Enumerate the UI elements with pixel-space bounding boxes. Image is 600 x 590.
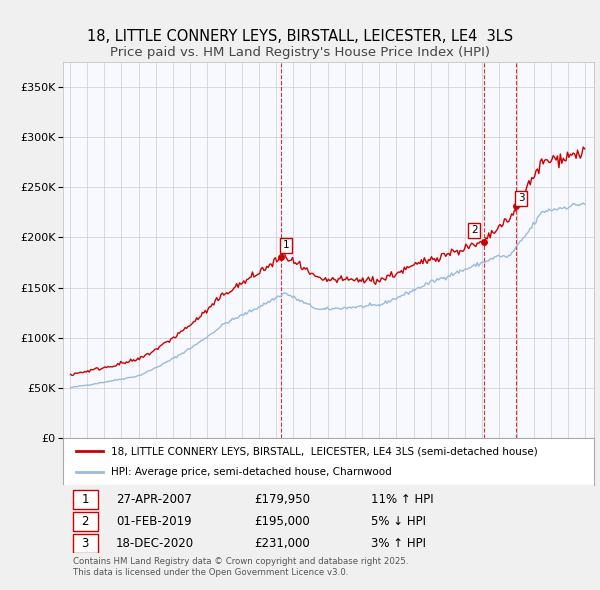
FancyBboxPatch shape — [73, 534, 98, 553]
Text: 27-APR-2007: 27-APR-2007 — [116, 493, 192, 506]
Text: 18-DEC-2020: 18-DEC-2020 — [116, 537, 194, 550]
Text: 11% ↑ HPI: 11% ↑ HPI — [371, 493, 434, 506]
FancyBboxPatch shape — [73, 490, 98, 509]
Text: 3% ↑ HPI: 3% ↑ HPI — [371, 537, 426, 550]
Text: 3: 3 — [82, 537, 89, 550]
Text: 2: 2 — [471, 225, 478, 235]
Text: 1: 1 — [82, 493, 89, 506]
Text: 3: 3 — [518, 194, 524, 204]
Text: 18, LITTLE CONNERY LEYS, BIRSTALL, LEICESTER, LE4  3LS: 18, LITTLE CONNERY LEYS, BIRSTALL, LEICE… — [87, 30, 513, 44]
Text: £231,000: £231,000 — [254, 537, 310, 550]
Text: 18, LITTLE CONNERY LEYS, BIRSTALL,  LEICESTER, LE4 3LS (semi-detached house): 18, LITTLE CONNERY LEYS, BIRSTALL, LEICE… — [111, 446, 538, 456]
Text: 1: 1 — [283, 241, 290, 251]
Text: Contains HM Land Registry data © Crown copyright and database right 2025.
This d: Contains HM Land Registry data © Crown c… — [73, 558, 408, 577]
FancyBboxPatch shape — [73, 512, 98, 531]
Text: HPI: Average price, semi-detached house, Charnwood: HPI: Average price, semi-detached house,… — [111, 467, 392, 477]
Text: 2: 2 — [82, 515, 89, 528]
Text: Price paid vs. HM Land Registry's House Price Index (HPI): Price paid vs. HM Land Registry's House … — [110, 46, 490, 59]
Text: 01-FEB-2019: 01-FEB-2019 — [116, 515, 192, 528]
Text: £195,000: £195,000 — [254, 515, 310, 528]
Text: £179,950: £179,950 — [254, 493, 310, 506]
Text: 5% ↓ HPI: 5% ↓ HPI — [371, 515, 426, 528]
